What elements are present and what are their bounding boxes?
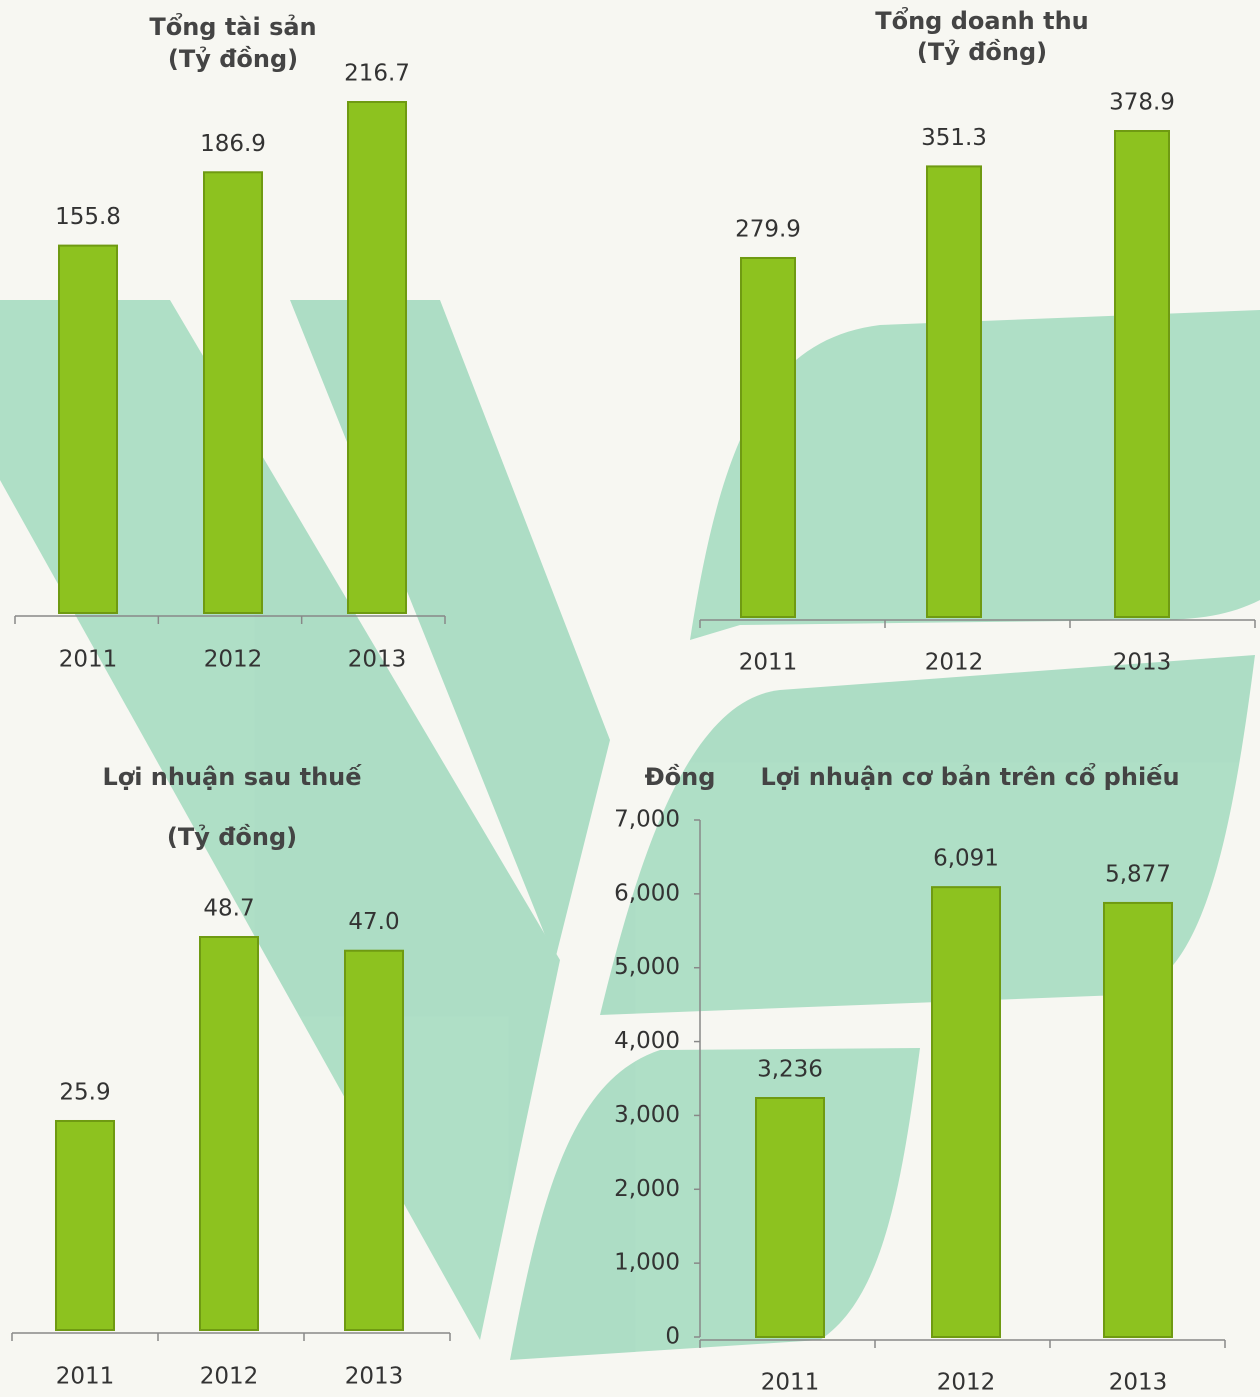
value-label: 351.3 <box>921 125 987 151</box>
bar <box>755 1096 825 1338</box>
bar <box>1114 130 1170 618</box>
x-tick-label: 2012 <box>925 650 984 676</box>
y-tick-label: 7,000 <box>614 807 680 833</box>
bar <box>199 936 259 1331</box>
y-tick-label: 3,000 <box>614 1102 680 1128</box>
bar <box>740 256 796 618</box>
chart-title: Tổng doanh thu <box>875 5 1089 35</box>
x-tick-label: 2013 <box>345 1364 404 1390</box>
y-axis-label: Đồng <box>645 763 716 791</box>
value-label: 378.9 <box>1109 90 1175 116</box>
value-label: 186.9 <box>200 131 266 157</box>
y-tick-label: 2,000 <box>614 1176 680 1202</box>
bar <box>347 101 407 614</box>
logo-shape <box>510 1048 920 1360</box>
value-label: 155.8 <box>55 204 121 230</box>
y-tick-label: 1,000 <box>614 1250 680 1276</box>
bar <box>203 171 263 615</box>
value-label: 48.7 <box>203 896 254 922</box>
y-tick-label: 6,000 <box>614 880 680 906</box>
y-tick-label: 5,000 <box>614 954 680 980</box>
chart-subtitle: (Tỷ đồng) <box>167 823 297 851</box>
x-tick-label: 2011 <box>739 650 798 676</box>
bar <box>344 949 404 1331</box>
chart-title: Tổng tài sản <box>149 11 316 41</box>
x-tick-label: 2013 <box>1109 1370 1168 1396</box>
chart-title: Lợi nhuận sau thuế <box>102 763 362 791</box>
x-tick-label: 2012 <box>204 647 263 673</box>
bar <box>926 165 982 618</box>
value-label: 279.9 <box>735 216 801 242</box>
value-label: 47.0 <box>348 909 399 935</box>
x-tick-label: 2013 <box>348 647 407 673</box>
x-tick-label: 2011 <box>761 1370 820 1396</box>
bar <box>931 886 1001 1339</box>
y-tick-label: 4,000 <box>614 1028 680 1054</box>
logo-shape <box>0 300 560 1340</box>
y-tick-label: 0 <box>665 1324 680 1350</box>
value-label: 3,236 <box>757 1056 823 1082</box>
value-label: 216.7 <box>344 61 410 87</box>
x-tick-label: 2012 <box>937 1370 996 1396</box>
bar <box>58 244 118 614</box>
chart-title: Lợi nhuận cơ bản trên cổ phiếu <box>760 761 1179 791</box>
value-label: 6,091 <box>933 846 999 872</box>
chart-subtitle: (Tỷ đồng) <box>917 38 1047 66</box>
value-label: 25.9 <box>59 1079 110 1105</box>
logo-shape <box>600 655 1255 1015</box>
x-tick-label: 2012 <box>200 1364 259 1390</box>
bar <box>1103 901 1173 1339</box>
chart-subtitle: (Tỷ đồng) <box>168 45 298 73</box>
x-tick-label: 2011 <box>56 1364 115 1390</box>
x-tick-label: 2011 <box>59 647 118 673</box>
value-label: 5,877 <box>1105 861 1171 887</box>
bar <box>55 1119 115 1332</box>
x-tick-label: 2013 <box>1113 650 1172 676</box>
